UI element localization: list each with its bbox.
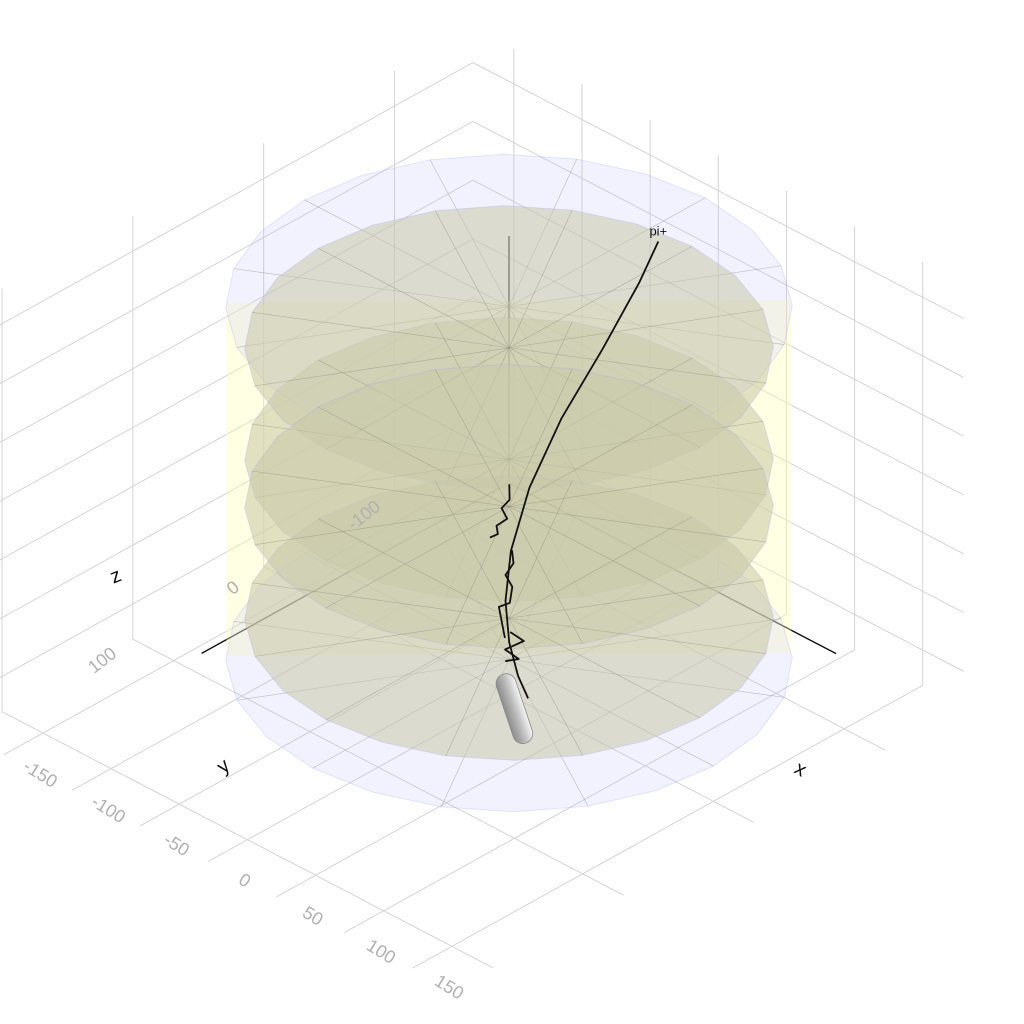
track-2 (489, 484, 511, 539)
volume-wire (254, 347, 510, 387)
volume-wire (508, 209, 573, 348)
volume-wire (445, 506, 510, 645)
volume-wire (445, 618, 510, 757)
grid-line (1, 711, 493, 969)
x-tick-label: -100 (88, 791, 129, 827)
volume-wire (508, 245, 693, 349)
x-tick-label: 150 (431, 971, 467, 1004)
grid-line (0, 120, 474, 385)
volume-wire (435, 369, 510, 507)
volume-wire (508, 347, 766, 384)
beam-pipe-body (495, 673, 534, 744)
track-4 (504, 631, 525, 663)
volume-wire (508, 618, 583, 756)
volume-wire (508, 309, 764, 349)
track-annotation: pi+ (649, 224, 667, 239)
x-axis-title: x (791, 757, 811, 781)
x-tick-label: 50 (299, 902, 327, 930)
x-tick-label: 100 (363, 935, 399, 968)
volume-wire (325, 617, 510, 721)
beam-pipe (495, 673, 534, 744)
z-axis-title: z (107, 564, 125, 588)
volume-wire (318, 518, 510, 619)
volume-wire (508, 506, 766, 543)
x-tick-label: -50 (160, 829, 193, 860)
volume-wire (318, 406, 510, 507)
grid-line (344, 649, 855, 933)
volume-wire (318, 247, 510, 349)
volume-wire (508, 579, 764, 619)
volume-wire (508, 617, 766, 654)
volume-wire (435, 481, 510, 619)
x-tick-label: -150 (20, 756, 61, 792)
y-tick-label: 100 (84, 643, 120, 677)
volume-wire (508, 468, 764, 507)
volume-wire (508, 506, 583, 644)
x-tick-label: 0 (235, 869, 254, 891)
volume-wire (508, 516, 693, 619)
volume-wire (435, 210, 510, 348)
volume-wire (508, 368, 573, 507)
volume-wire (252, 582, 510, 619)
tracks (489, 241, 660, 699)
y-axis-title: y (213, 755, 234, 778)
volume-wire (252, 470, 510, 507)
grid-line (412, 684, 923, 969)
detector-volumes (225, 153, 793, 813)
track-3 (497, 550, 515, 639)
volume-wire (254, 617, 510, 657)
grid-line (132, 638, 624, 896)
grid-line (0, 62, 474, 326)
volume-wire (508, 617, 700, 719)
volume-wire (252, 312, 510, 349)
volume-wire (508, 480, 573, 619)
volume-wire (508, 506, 700, 607)
volume-wire (325, 506, 510, 609)
volume-wire (508, 404, 693, 507)
volume-wire (254, 506, 510, 545)
